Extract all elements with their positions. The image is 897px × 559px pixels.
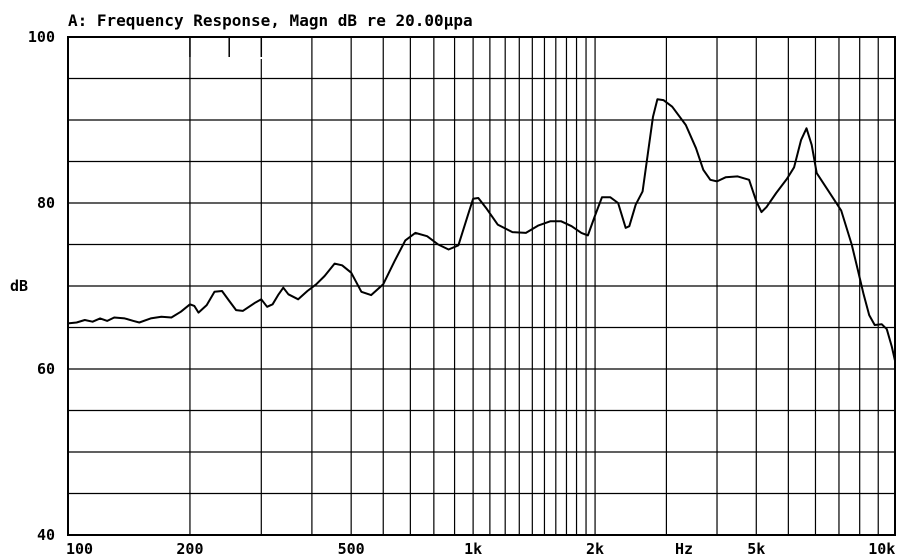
x-tick-label: 1k xyxy=(464,540,482,558)
x-tick-label: 200 xyxy=(176,540,203,558)
x-tick-label: 500 xyxy=(338,540,365,558)
x-tick-label: 5k xyxy=(747,540,765,558)
x-axis-label: Hz xyxy=(675,540,693,558)
x-axis-ticks: 100 200 500 1k 2k 5k 10k xyxy=(66,540,895,558)
response-curve xyxy=(67,98,896,361)
plot-frame xyxy=(67,36,896,536)
y-tick-label: 60 xyxy=(37,360,55,378)
x-tick-label: 100 xyxy=(66,540,93,558)
y-axis-label: dB xyxy=(10,277,28,295)
series-line-0 xyxy=(67,98,896,361)
chart-title: A: Frequency Response, Magn dB re 20.00µ… xyxy=(68,11,473,30)
y-tick-label: 100 xyxy=(28,28,55,46)
grid-lines xyxy=(68,37,895,535)
x-tick-label: 2k xyxy=(586,540,604,558)
x-tick-label: 10k xyxy=(868,540,895,558)
y-tick-label: 80 xyxy=(37,194,55,212)
y-tick-label: 40 xyxy=(37,526,55,544)
y-axis-ticks: 100 80 60 40 xyxy=(28,28,55,544)
